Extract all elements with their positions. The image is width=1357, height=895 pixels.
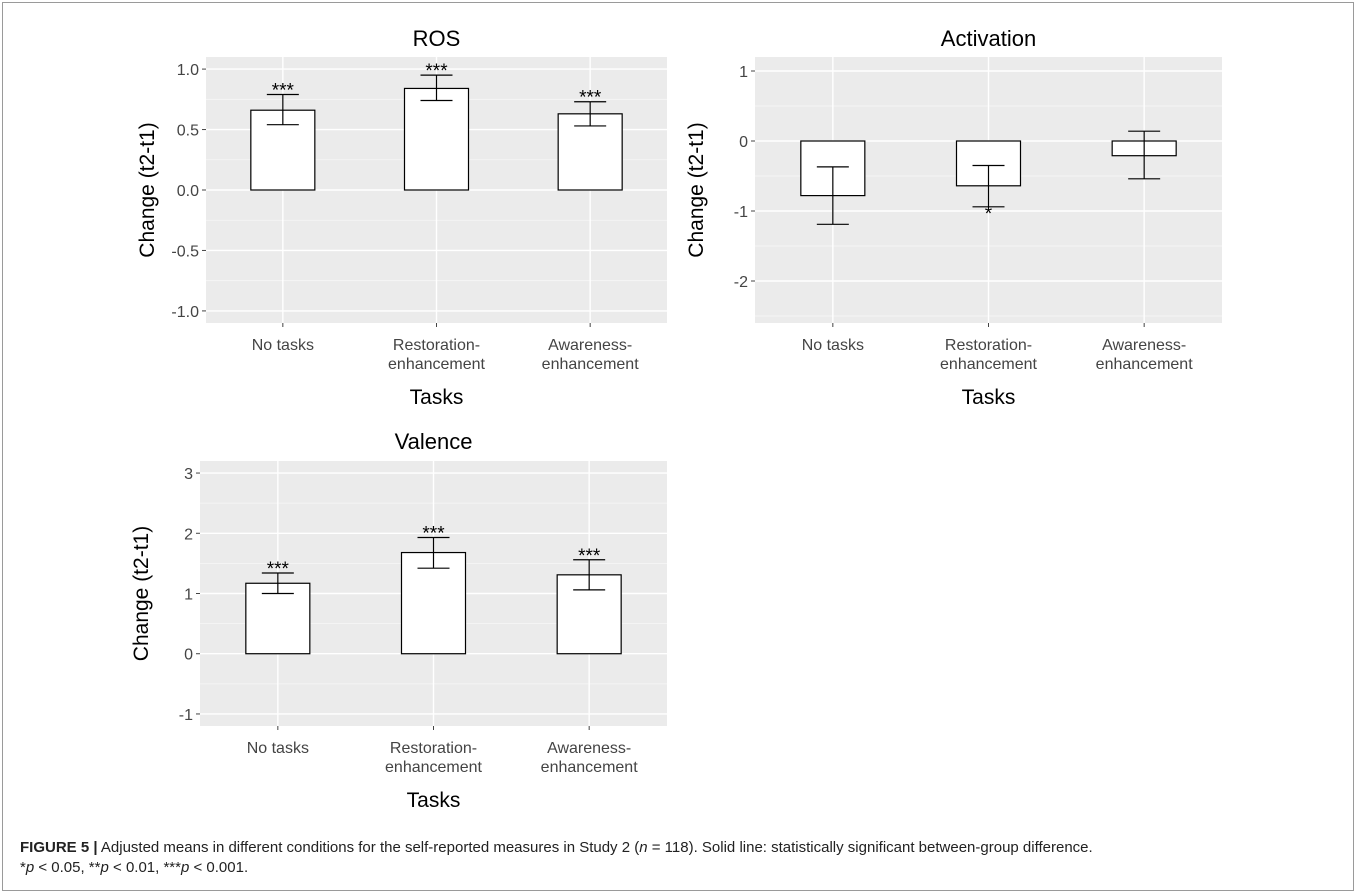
y-tick-label: -1.0 (171, 304, 199, 321)
y-tick-label: 0 (739, 134, 748, 151)
caption-p3-rest: < 0.001. (189, 859, 249, 876)
significance-label: *** (272, 80, 295, 101)
x-tick-label: Awareness- (1102, 337, 1186, 354)
chart-title: Activation (941, 26, 1036, 51)
x-tick-label: Awareness- (548, 337, 632, 354)
caption-p1-rest: < 0.05, ** (34, 859, 101, 876)
y-tick-label: 2 (184, 526, 193, 543)
x-axis-label: Tasks (407, 789, 461, 812)
y-tick-label: -1 (734, 204, 748, 221)
x-tick-label: enhancement (388, 356, 486, 373)
x-tick-label: Restoration- (390, 740, 477, 757)
x-tick-label: enhancement (541, 759, 639, 776)
caption-p1-symbol: p (25, 859, 35, 876)
chart-title: ROS (413, 26, 461, 51)
x-tick-label: No tasks (247, 740, 309, 757)
y-tick-label: 0.5 (177, 123, 199, 140)
caption-p1-prefix: * (20, 859, 26, 876)
caption-n-value: = 118). Solid line: statistically signif… (647, 839, 1093, 856)
y-tick-label: 1 (184, 587, 193, 604)
caption-label: FIGURE 5 | (20, 839, 98, 856)
y-axis-label: Change (t2-t1) (136, 122, 159, 257)
y-tick-label: 1 (739, 64, 748, 81)
y-tick-label: -2 (734, 274, 748, 291)
caption-p2-symbol: p (100, 859, 109, 876)
y-axis-label: Change (t2-t1) (130, 526, 153, 661)
figure-caption: FIGURE 5 | Adjusted means in different c… (20, 838, 1340, 878)
x-axis-label: Tasks (410, 386, 464, 409)
y-tick-label: 3 (184, 466, 193, 483)
bar (557, 113, 623, 191)
x-tick-label: Restoration- (393, 337, 480, 354)
x-tick-label: enhancement (542, 356, 640, 373)
bar (245, 582, 311, 655)
y-tick-label: -0.5 (171, 243, 199, 260)
y-tick-label: 0 (184, 647, 193, 664)
x-tick-label: enhancement (1096, 356, 1194, 373)
figure-canvas: -1.0 -0.5 0.0 0.5 1.0 *** No tasks *** Restorati… (130, 26, 1222, 812)
y-axis-label: Change (t2-t1) (685, 122, 708, 257)
panel-valence: -1 0 1 2 3 *** No tasks *** Restoration-enhancem… (130, 429, 667, 812)
x-tick-label: enhancement (385, 759, 483, 776)
caption-n-symbol: n (639, 839, 648, 856)
caption-p2-rest: < 0.01, *** (108, 859, 181, 876)
y-tick-label: 1.0 (177, 62, 199, 79)
x-tick-label: Awareness- (547, 740, 631, 757)
x-tick-label: No tasks (252, 337, 314, 354)
significance-label: * (985, 204, 993, 225)
significance-label: *** (267, 559, 290, 580)
x-tick-label: No tasks (802, 337, 864, 354)
significance-label: *** (425, 61, 448, 82)
x-axis-label: Tasks (962, 386, 1016, 409)
significance-label: *** (579, 88, 602, 109)
y-tick-label: 0.0 (177, 183, 199, 200)
caption-text: Adjusted means in different conditions f… (97, 839, 640, 856)
bar (403, 87, 470, 191)
x-tick-label: enhancement (940, 356, 1038, 373)
x-tick-label: Restoration- (945, 337, 1032, 354)
chart-title: Valence (395, 429, 473, 454)
bar (400, 551, 467, 655)
caption-p3-symbol: p (180, 859, 190, 876)
panel-ros: -1.0 -0.5 0.0 0.5 1.0 *** No tasks *** Restorati… (136, 26, 667, 409)
panel-activation: -2 -1 0 1 No tasks * Restoration-enhancement Aw… (685, 26, 1222, 409)
significance-label: *** (578, 546, 601, 567)
significance-label: *** (422, 523, 445, 544)
y-tick-label: -1 (179, 707, 193, 724)
